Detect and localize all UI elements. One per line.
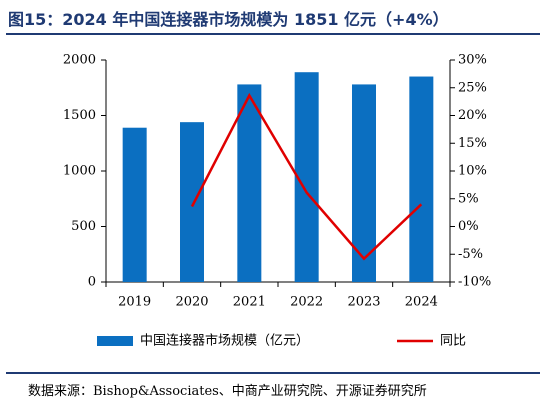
right-tick-label: 25% (458, 80, 487, 95)
right-tick-label: 15% (458, 136, 487, 151)
x-tick-label: 2021 (233, 295, 266, 310)
bar (180, 122, 204, 282)
x-tick-label: 2022 (290, 295, 323, 310)
right-tick-label: 0% (458, 219, 479, 234)
title-divider (6, 33, 540, 35)
legend-bar-label: 中国连接器市场规模（亿元） (140, 333, 309, 349)
x-tick-label: 2023 (347, 295, 380, 310)
legend-line-label: 同比 (440, 334, 466, 349)
bar (409, 76, 434, 282)
x-tick-label: 2024 (405, 295, 438, 310)
growth-line (190, 92, 423, 261)
bar (122, 127, 147, 283)
right-tick-label: 5% (458, 191, 479, 206)
bar (237, 84, 262, 282)
left-tick-label: 500 (71, 219, 96, 234)
right-tick-label: 20% (458, 108, 487, 123)
right-tick-label: -5% (458, 247, 483, 262)
source-note: 数据来源：Bishop&Associates、中商产业研究院、开源证券研究所 (28, 384, 427, 399)
left-tick-label: 0 (88, 275, 96, 290)
x-tick-label: 2019 (118, 295, 151, 310)
right-tick-label: 10% (458, 164, 487, 179)
chart-title: 图15：2024 年中国连接器市场规模为 1851 亿元（+4%） (8, 10, 449, 29)
left-tick-label: 2000 (63, 53, 96, 68)
legend-bar-swatch (97, 336, 133, 346)
x-tick-label: 2020 (175, 295, 208, 310)
source-divider (6, 372, 540, 374)
right-tick-label: -10% (458, 275, 491, 290)
left-tick-label: 1000 (63, 164, 96, 179)
right-tick-label: 30% (458, 53, 487, 68)
left-tick-label: 1500 (63, 108, 96, 123)
